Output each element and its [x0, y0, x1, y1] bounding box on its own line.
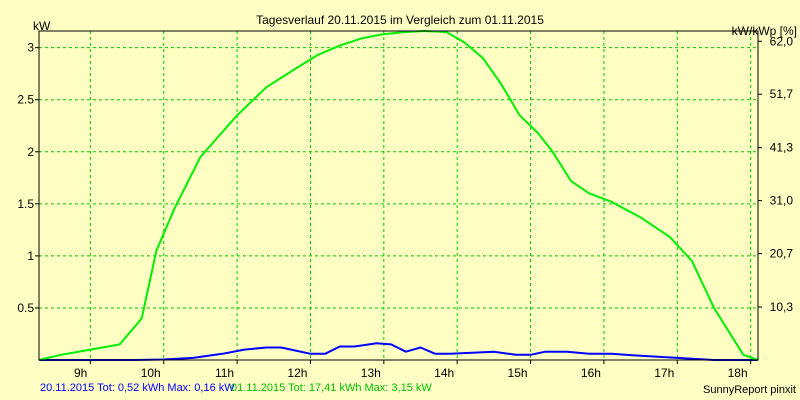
x-tick-label: 18h: [728, 366, 748, 380]
plot-frame: [38, 30, 759, 361]
y-tick-label: 2.5: [17, 93, 34, 107]
x-tick-label: 12h: [287, 366, 307, 380]
grid: [39, 31, 758, 360]
x-tick-label: 15h: [508, 366, 528, 380]
y-tick-label: 3: [27, 41, 34, 55]
y-axis-left: 0.5 1 1.5 2 2.5 3: [17, 41, 39, 315]
brand-text: SunnyReport pinxit: [703, 384, 796, 396]
y2-tick-label: 10,3: [770, 300, 794, 314]
series-line-1: [39, 342, 758, 361]
x-tick-label: 11h: [215, 366, 234, 380]
x-tick-label: 13h: [361, 366, 381, 380]
footer: 20.11.2015 Tot: 0,52 kWh Max: 0,16 kW 01…: [0, 381, 800, 399]
y-axis-label: kW: [33, 19, 51, 33]
x-tick-label: 14h: [434, 366, 454, 380]
y2-tick-label: 31,0: [770, 194, 794, 208]
x-tick-label: 10h: [141, 366, 161, 380]
chart-title: Tagesverlauf 20.11.2015 im Vergleich zum…: [256, 13, 544, 27]
x-tick-label: 17h: [654, 366, 674, 380]
x-tick-label: 16h: [581, 366, 601, 380]
y2-axis-label: kW/kWp [%]: [732, 24, 797, 38]
x-tick-label: 9h: [74, 366, 87, 380]
plot-area: [38, 30, 759, 361]
y2-tick-label: 51,7: [770, 87, 794, 101]
y-tick-label: 1: [27, 249, 34, 263]
legend-series-2: 01.11.2015 Tot: 17,41 kWh Max: 3,15 kW: [231, 382, 432, 394]
y2-tick-label: 62,0: [770, 34, 794, 48]
y-tick-label: 0.5: [17, 301, 34, 315]
y-axis-right: 10,3 20,7 31,0 41,3 51,7 62,0: [758, 34, 793, 314]
y-tick-label: 1.5: [17, 197, 34, 211]
legend-series-1: 20.11.2015 Tot: 0,52 kWh Max: 0,16 kW: [40, 382, 235, 394]
y2-tick-label: 20,7: [770, 247, 794, 261]
y-tick-label: 2: [27, 145, 34, 159]
y2-tick-label: 41,3: [770, 141, 794, 155]
x-axis: 9h 10h 11h 12h 13h 14h 15h 16h 17h 18h: [74, 360, 752, 380]
